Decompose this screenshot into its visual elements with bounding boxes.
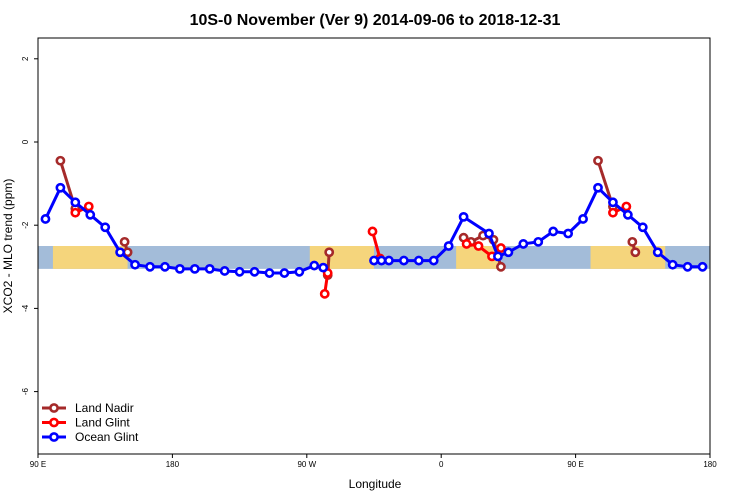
ocean-glint-point [309,260,320,271]
ocean-glint-point [160,261,170,272]
land-glint-point [319,288,330,299]
ocean-glint-point [145,261,155,272]
y-tick-label: -4 [21,304,30,312]
ocean-glint-point [130,259,140,270]
ocean-glint-point [249,266,260,277]
ocean-glint-point [493,251,503,262]
land-nadir-point [627,236,638,247]
x-tick-label: 90 E [30,460,46,469]
y-tick-label: 2 [21,56,30,61]
land-glint-legend-label: Land Glint [75,416,130,430]
ocean-glint-point [204,263,215,274]
land-glint-point [367,226,378,237]
ocean-glint-point [533,236,544,247]
ocean-glint-point [384,255,394,266]
ocean-glint-point [294,266,305,277]
land-glint-legend-marker [49,417,59,428]
land-glint-point [473,241,484,251]
ocean-glint-point [622,209,633,220]
ocean-glint-point [697,261,708,272]
ocean-glint-point [234,266,245,277]
ocean-glint-point [115,247,126,258]
ocean-glint-point [174,263,185,274]
ocean-glint-point [518,239,529,249]
y-tick-label: -6 [21,387,30,395]
ocean-glint-point [682,261,693,272]
y-axis-label: XCO2 - MLO trend (ppm) [1,179,15,314]
x-tick-label: 180 [703,460,717,469]
land-glint-point [70,207,81,218]
x-tick-label: 180 [166,460,180,469]
chart-title: 10S-0 November (Ver 9) 2014-09-06 to 201… [190,12,561,29]
y-tick-label: -2 [21,221,30,229]
ocean-glint-point [413,255,424,266]
plot-frame [37,37,711,455]
ocean-glint-point [563,228,574,239]
x-axis: 90 E 180 90 W 0 90 E 180 [30,454,717,469]
ocean-glint-point [608,197,618,208]
ocean-glint-point [652,247,663,258]
land-region [52,246,128,269]
ocean-glint-point [318,262,329,273]
land-nadir-point [593,155,603,166]
ocean-glint-point [264,268,275,278]
x-tick-label: 90 W [297,460,316,469]
ocean-glint-point [593,182,603,193]
series-layer [40,155,708,299]
ocean-glint-point [189,263,200,274]
land-nadir-point [630,247,641,258]
y-axis: 2 0 -2 -4 -6 [21,56,38,395]
land-nadir-point [119,236,130,247]
land-glint-point [621,201,632,212]
ocean-glint-point [100,222,111,233]
ocean-glint-point [55,182,66,193]
ocean-glint-point [85,209,96,220]
x-tick-label: 90 E [567,460,583,469]
ocean-glint-legend-label: Ocean Glint [75,430,139,444]
ocean-glint-point [458,211,469,222]
land-nadir-point [324,247,335,258]
ocean-glint-point [484,228,494,239]
land-glint-point [608,207,618,218]
ocean-glint-point [637,222,648,233]
ocean-glint-point [667,259,678,270]
ocean-glint-point [219,266,230,276]
ocean-glint-point [40,214,51,224]
ocean-glint-point [398,255,409,266]
land-glint-point [83,201,94,212]
ocean-glint-point [578,214,588,224]
ocean-glint-point [369,255,379,266]
land-region [590,246,666,269]
ocean-glint-point [70,197,81,208]
x-axis-label: Longitude [349,477,402,491]
ocean-glint-point [548,226,559,237]
ocean-glint-point [503,247,514,258]
land-nadir-legend-label: Land Nadir [75,401,134,415]
x-tick-label: 0 [439,460,444,469]
land-nadir-point [496,261,506,272]
land-nadir-point [55,155,66,166]
ocean-glint-point [428,255,439,266]
ocean-glint-point [443,241,454,251]
ocean-glint-point [376,255,387,266]
ocean-glint-legend-marker [49,432,59,442]
land-glint-point [461,239,472,249]
land-glint-point [496,243,506,253]
ocean-glint-point [279,268,290,278]
land-nadir-legend-marker [49,403,59,413]
y-tick-label: 0 [21,139,30,144]
